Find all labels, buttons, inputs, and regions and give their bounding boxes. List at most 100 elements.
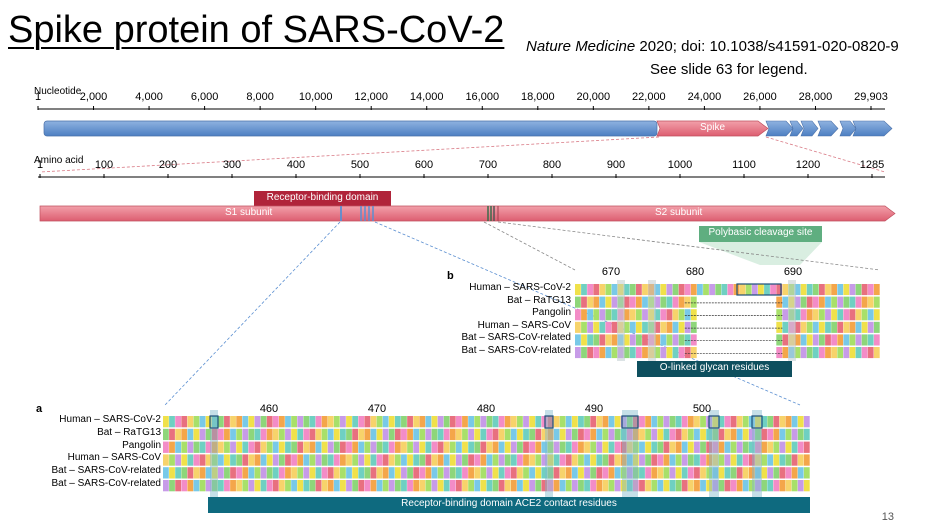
residue-cell [794, 309, 801, 321]
residue-cell [535, 467, 542, 479]
residue-cell [657, 454, 664, 466]
residue-cell [413, 467, 420, 479]
residue-cell [303, 416, 310, 428]
residue-cell [678, 321, 685, 333]
residue-cell [672, 309, 679, 321]
residue-cell [486, 416, 493, 428]
residue-cell [309, 454, 316, 466]
residue-cell [510, 454, 517, 466]
sequence-label: Bat – SARS-CoV-related [51, 465, 162, 477]
residue-cell [175, 416, 182, 428]
sequence-label: Bat – SARS-CoV-related [51, 478, 162, 489]
pos-460: 460 [259, 403, 279, 415]
residue-cell [690, 296, 697, 308]
s2-subunit-label: S2 subunit [655, 207, 703, 218]
glycan-label-box [637, 361, 792, 377]
residue-cell [632, 441, 639, 453]
residue-cell [593, 284, 600, 296]
residue-cell [770, 284, 776, 296]
residue-cell [578, 441, 584, 453]
residue-cell [327, 441, 334, 453]
residue-cell [694, 416, 700, 428]
residue-cell [632, 416, 639, 428]
nt-tick-14: 28,000 [798, 91, 833, 103]
residue-cell [321, 416, 328, 428]
residue-cell [169, 467, 175, 479]
residue-cell [199, 480, 206, 492]
residue-cell [370, 428, 377, 441]
residue-cell [590, 467, 597, 479]
residue-cell [776, 284, 783, 296]
residue-cell [861, 309, 868, 321]
residue-cell [559, 428, 566, 441]
ace2-label-box [208, 497, 810, 513]
residue-cell [666, 347, 673, 359]
residue-cell [602, 454, 609, 466]
residue-cell [401, 441, 407, 453]
residue-cell [642, 309, 648, 321]
residue-cell [651, 441, 658, 453]
residue-cell [260, 454, 267, 466]
residue-cell [315, 467, 322, 479]
residue-cell [837, 284, 844, 296]
residue-cell [736, 467, 743, 479]
residue-cell [370, 467, 377, 479]
pos-490: 490 [584, 403, 604, 415]
residue-cell [797, 480, 804, 492]
contact-box-1 [544, 415, 554, 429]
residue-cell [730, 441, 737, 453]
glycan-column-0 [617, 280, 625, 361]
residue-cell [565, 480, 572, 492]
residue-cell [340, 480, 346, 492]
residue-cell [388, 441, 395, 453]
residue-cell [547, 416, 554, 428]
residue-cell [346, 480, 352, 492]
residue-cell [755, 467, 761, 479]
residue-cell [819, 284, 825, 296]
residue-cell [517, 416, 523, 428]
residue-cell [773, 441, 780, 453]
residue-cell [873, 347, 880, 359]
residue-cell [611, 284, 618, 296]
residue-cell [266, 454, 273, 466]
residue-cell [346, 416, 352, 428]
residue-cell [523, 441, 529, 453]
residue-cell [376, 416, 383, 428]
residue-cell [443, 416, 450, 428]
residue-cell [535, 441, 542, 453]
residue-cell [517, 480, 523, 492]
residue-cell [642, 321, 648, 333]
residue-cell [565, 428, 572, 441]
residue-cell [861, 321, 868, 333]
residue-cell [272, 454, 279, 466]
residue-cell [684, 347, 691, 359]
residue-cell [382, 467, 389, 479]
residue-cell [254, 441, 261, 453]
residue-cell [266, 441, 273, 453]
residue-cell [407, 454, 413, 466]
residue-cell [593, 321, 600, 333]
residue-cell [236, 428, 243, 441]
residue-cell [623, 309, 630, 321]
cleavage-label-box [699, 226, 822, 242]
residue-cell [651, 416, 658, 428]
residue-cell [340, 467, 346, 479]
residue-cell [230, 467, 236, 479]
residue-cell [260, 480, 267, 492]
residue-cell [800, 347, 807, 359]
residue-cell [455, 454, 462, 466]
residue-cell [193, 441, 200, 453]
residue-cell [873, 334, 880, 346]
residue-cell [492, 428, 499, 441]
residue-cell [785, 441, 792, 453]
residue-cell [205, 428, 212, 441]
m-gene-bar [800, 120, 819, 137]
residue-cell [663, 441, 670, 453]
residue-cell [211, 441, 218, 453]
residue-cell [825, 296, 831, 308]
residue-cell [376, 428, 383, 441]
aa-tick-13: 1285 [859, 159, 885, 171]
residue-cell [523, 428, 529, 441]
residue-cell [782, 284, 789, 296]
residue-cell [681, 467, 688, 479]
